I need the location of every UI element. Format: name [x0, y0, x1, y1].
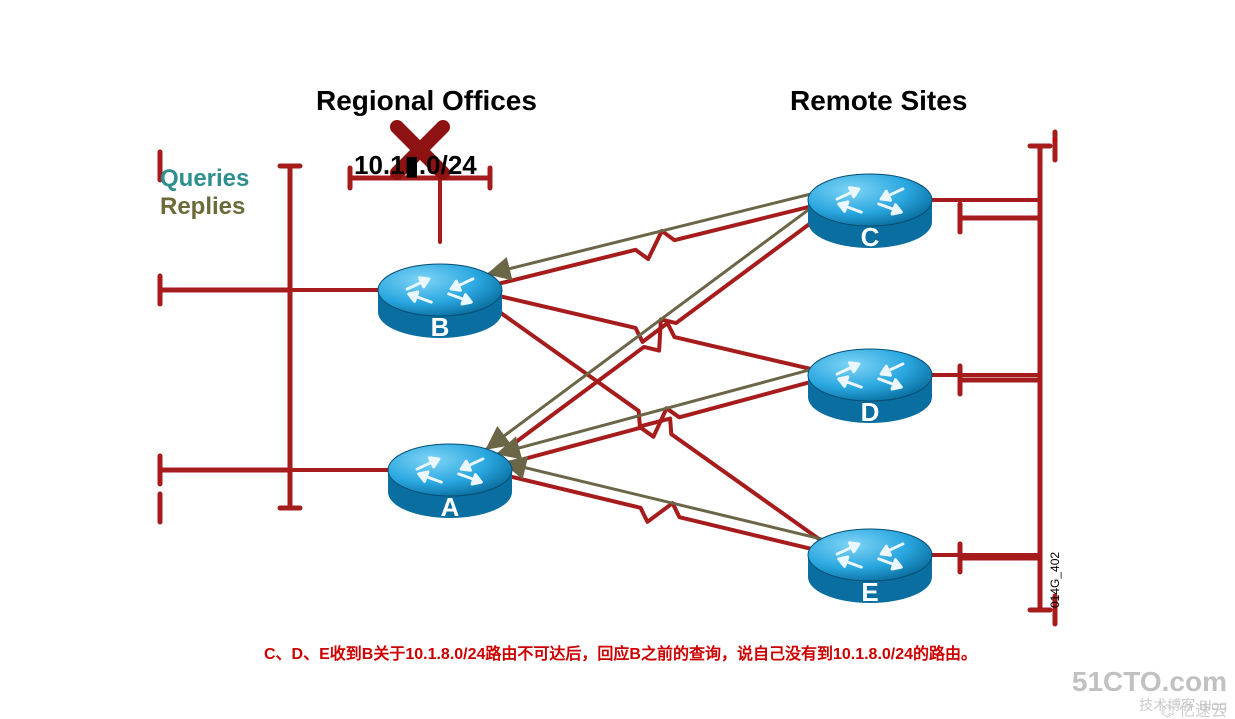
router-D: D [808, 349, 932, 427]
router-E: E [808, 529, 932, 607]
diagram-svg: B A C D E [0, 0, 1235, 719]
watermark-line1: 51CTO.com [1072, 667, 1227, 698]
router-C: C [808, 174, 932, 252]
legend-replies: Replies [160, 193, 245, 221]
header-regional: Regional Offices [316, 85, 537, 117]
caption-text: C、D、E收到B关于10.1.8.0/24路由不可达后，回应B之前的查询，说自己… [264, 640, 977, 664]
failed-network-label: 10.1▮.0/24 [354, 150, 477, 181]
header-remote: Remote Sites [790, 85, 967, 117]
legend-queries: Queries [160, 165, 249, 193]
svg-text:D: D [861, 397, 880, 427]
svg-text:A: A [441, 492, 460, 522]
router-B: B [378, 264, 502, 342]
router-A: A [388, 444, 512, 522]
svg-text:C: C [861, 222, 880, 252]
network-diagram: B A C D E Regional Offices Remote Sites Quer… [0, 0, 1235, 719]
watermark-yisu: ⌬ 亿速云 [1161, 697, 1227, 719]
svg-text:B: B [431, 312, 450, 342]
figure-id: 014G_402 [1048, 552, 1062, 608]
svg-text:E: E [861, 577, 878, 607]
